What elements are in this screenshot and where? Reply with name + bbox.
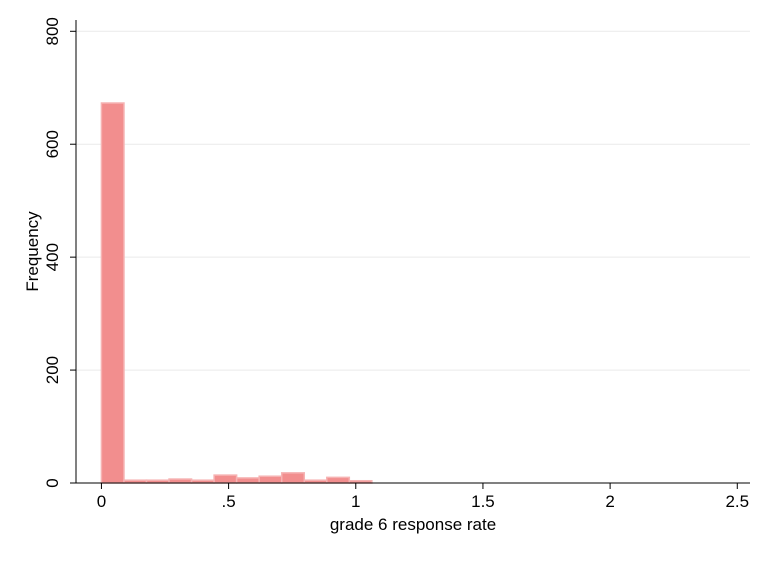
histogram-bar-11 (326, 476, 351, 484)
histogram-bar-1 (100, 102, 125, 484)
x-axis-title: grade 6 response rate (330, 515, 496, 534)
histogram-bar-4 (168, 478, 193, 484)
histogram-bars (100, 102, 373, 484)
x-tick-label-2: 2 (605, 492, 614, 511)
x-tick-label-1: 1 (351, 492, 360, 511)
axes (75, 20, 750, 484)
gridlines (76, 30, 750, 371)
y-ticks: 0 200 400 600 800 (43, 17, 76, 488)
y-tick-label-400: 400 (43, 243, 62, 271)
histogram-bar-7 (235, 477, 260, 484)
histogram-bar-9 (280, 472, 305, 484)
histogram-bar-8 (258, 475, 283, 484)
y-tick-label-0: 0 (43, 478, 62, 487)
y-tick-label-600: 600 (43, 130, 62, 158)
y-axis-title: Frequency (23, 211, 42, 292)
x-tick-label-0: 0 (97, 492, 106, 511)
x-ticks: 0 .5 1 1.5 2 2.5 (97, 483, 749, 511)
y-tick-label-200: 200 (43, 356, 62, 384)
x-tick-label-.5: .5 (222, 492, 236, 511)
y-tick-label-800: 800 (43, 17, 62, 45)
x-tick-label-2.5: 2.5 (725, 492, 749, 511)
histogram-bar-6 (213, 474, 238, 484)
x-tick-label-1.5: 1.5 (471, 492, 495, 511)
